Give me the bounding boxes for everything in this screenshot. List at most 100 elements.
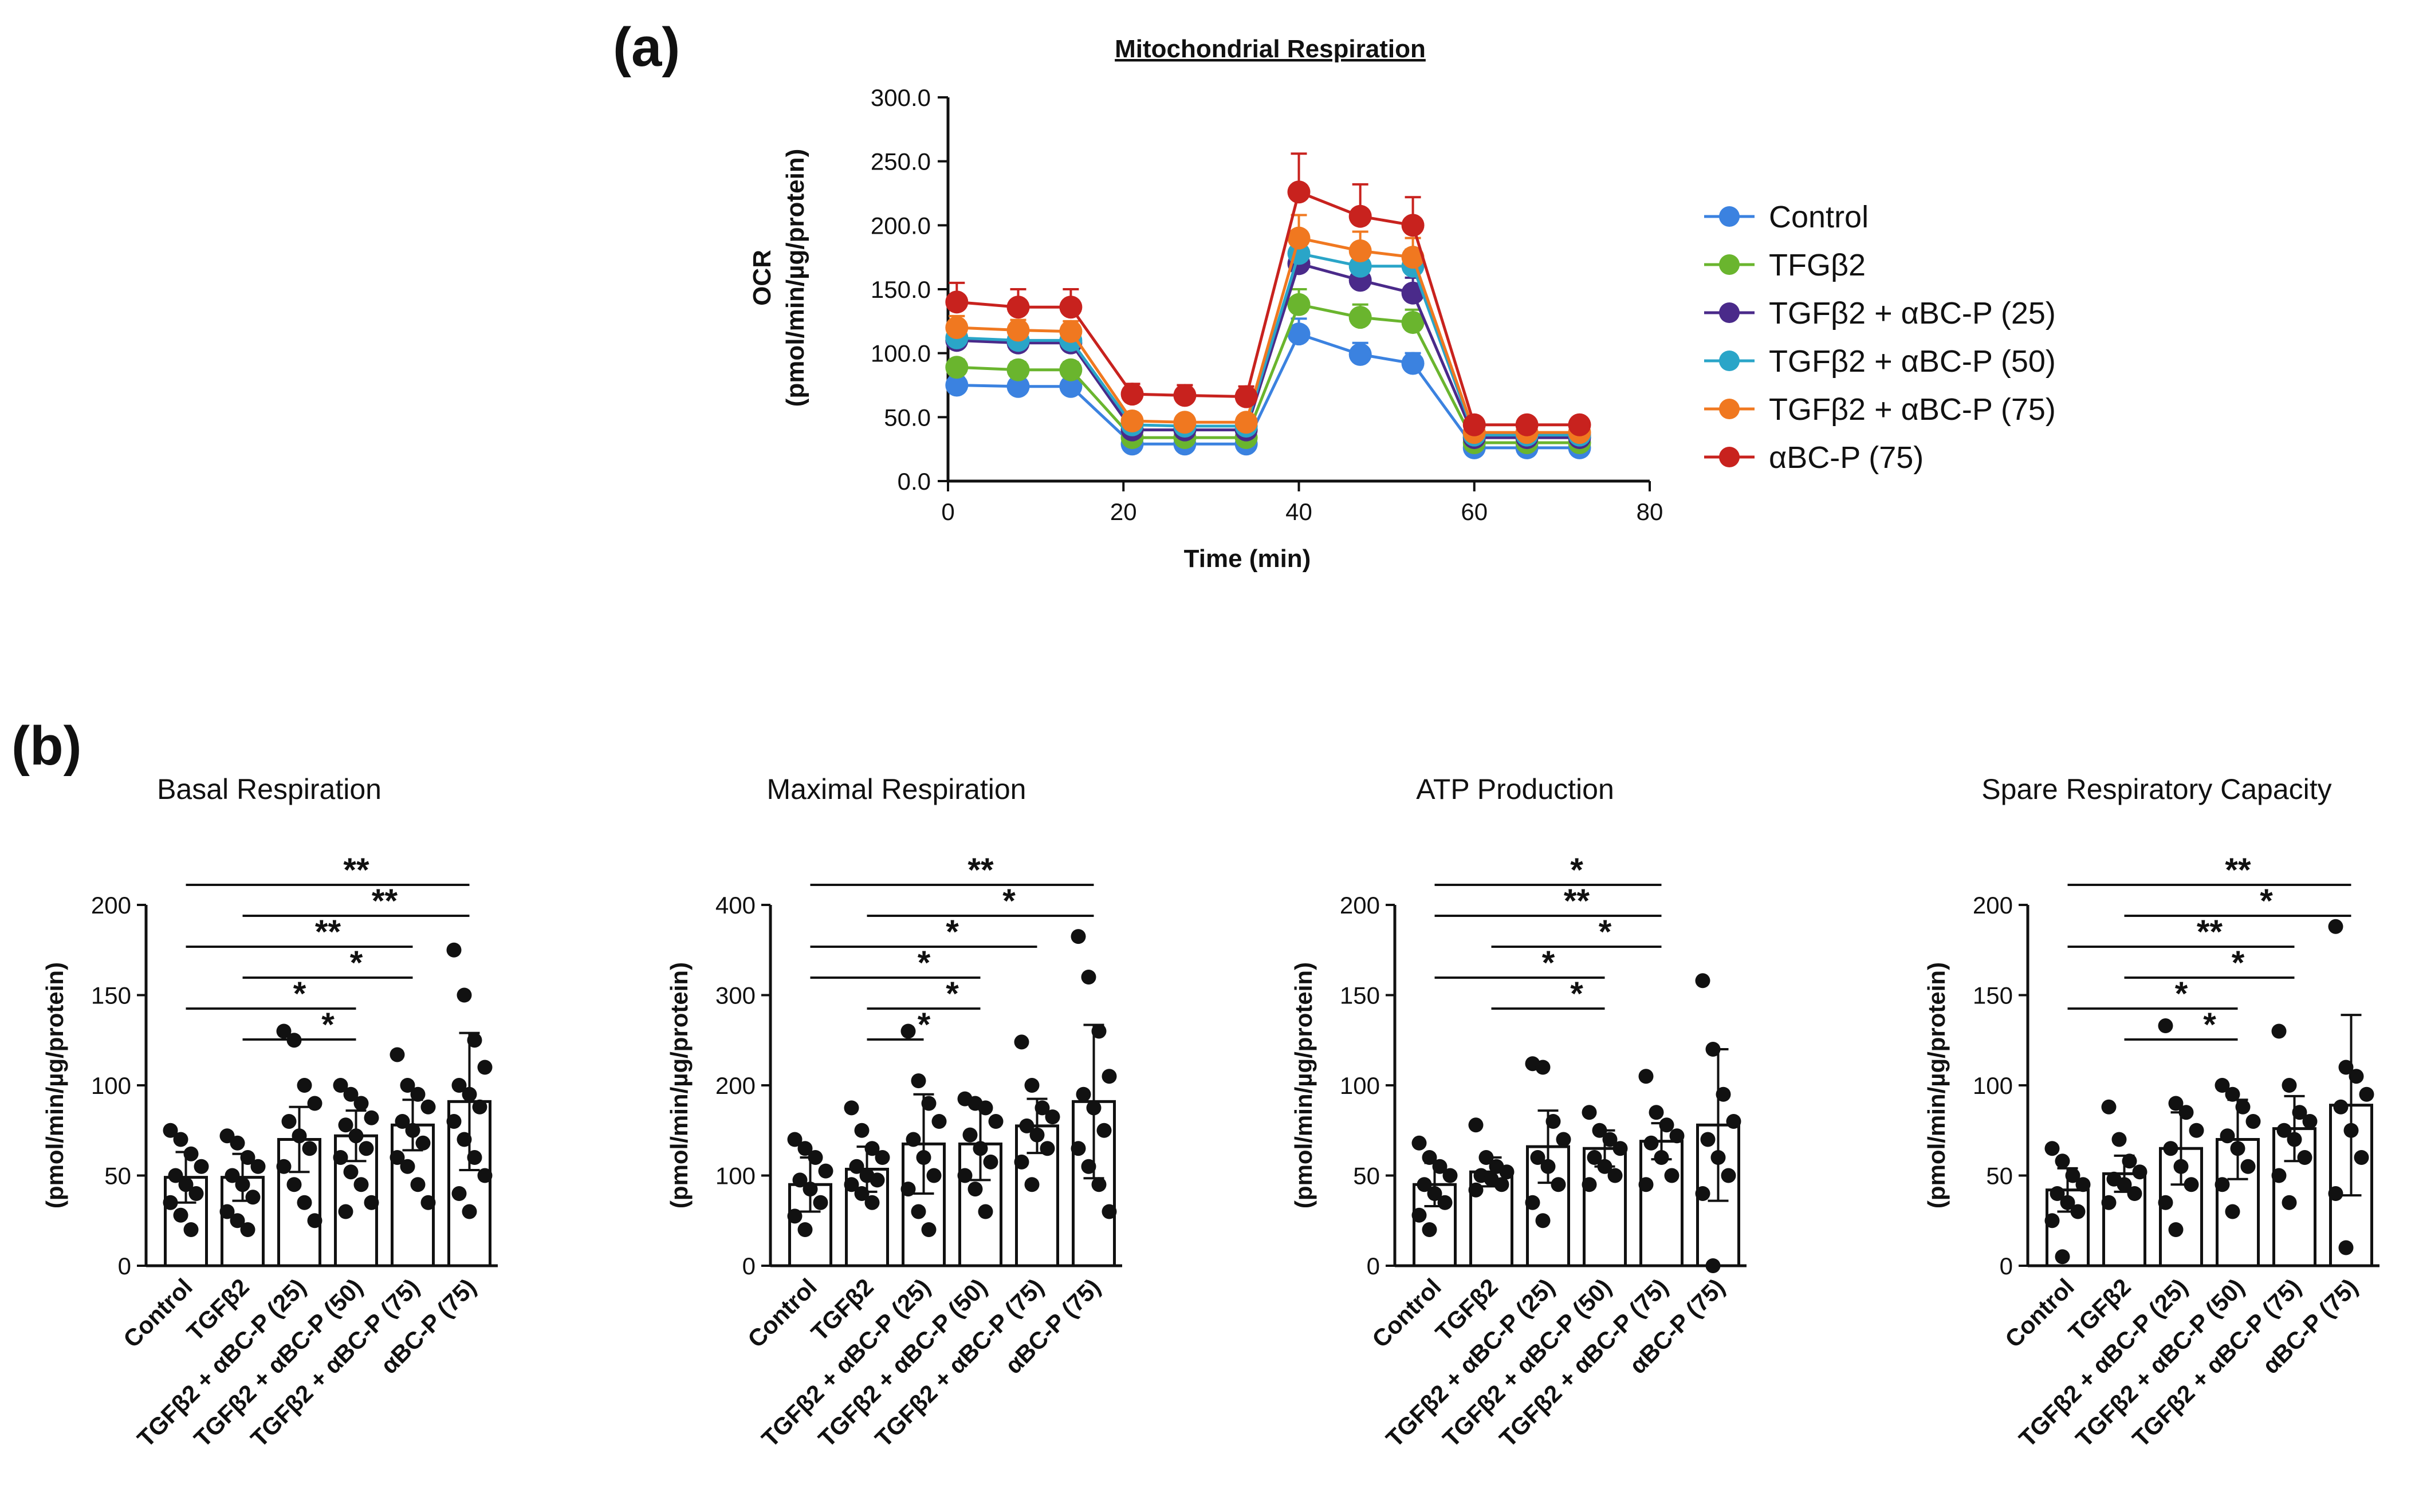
data-point: [472, 1099, 487, 1115]
significance-label: *: [918, 1006, 931, 1044]
significance-bracket: *: [2124, 1006, 2238, 1044]
data-point: [163, 1123, 178, 1138]
significance-label: *: [946, 914, 959, 951]
y-axis-title: (pmol/min/µg/protein): [1290, 962, 1317, 1208]
y-tick-label: 200: [715, 1072, 756, 1099]
data-point: [467, 1033, 482, 1048]
legend-marker: [1719, 351, 1740, 371]
data-point: [2225, 1204, 2240, 1219]
data-point: [2055, 1249, 2070, 1265]
x-axis-title: Time (min): [1184, 545, 1311, 573]
y-tick-label: 200: [1340, 892, 1380, 919]
y-tick-label: 50.0: [884, 404, 931, 431]
data-point: [2338, 1240, 2354, 1255]
data-point: [1592, 1123, 1607, 1138]
data-point: [1705, 1258, 1721, 1273]
data-point: [250, 1159, 266, 1174]
y-axis-title: (pmol/min/µg/protein): [666, 962, 693, 1208]
y-tick-label: 100: [1340, 1072, 1380, 1099]
y-tick-label: 150.0: [871, 276, 931, 303]
significance-label: *: [946, 975, 959, 1013]
data-point: [1071, 1141, 1086, 1156]
data-point: [2292, 1105, 2307, 1120]
bar-group-tgf-2-bc-p-25: [276, 1023, 322, 1267]
data-point: [420, 1195, 436, 1210]
series-line-segment: [1411, 292, 1476, 439]
data-point: [235, 1177, 250, 1192]
data-point: [1411, 1207, 1427, 1223]
data-point: [2354, 1150, 2369, 1165]
bar-group-tgf-2-bc-p-50: [2215, 1078, 2261, 1267]
data-point: [1545, 1114, 1561, 1129]
data-point: [1102, 1204, 1117, 1219]
data-point: [1173, 384, 1197, 407]
data-point: [1556, 1132, 1571, 1147]
data-point: [911, 1073, 926, 1089]
legend-marker: [1719, 399, 1740, 419]
bar-group-tgf-2-bc-p-75: [1638, 1069, 1685, 1267]
data-point: [2328, 919, 2343, 934]
data-point: [2184, 1177, 2199, 1192]
series-line-segment: [1411, 225, 1476, 426]
data-point: [457, 987, 472, 1003]
legend-item-control: Control: [1704, 200, 1869, 234]
data-point: [1006, 296, 1030, 319]
data-point: [364, 1110, 379, 1125]
data-point: [1076, 1086, 1091, 1102]
series-line-segment: [1069, 306, 1134, 395]
data-point: [297, 1078, 312, 1093]
data-point: [2044, 1141, 2060, 1156]
data-point: [2328, 1186, 2343, 1201]
data-point: [1091, 1177, 1107, 1192]
chart-title: Spare Respiratory Capacity: [1981, 773, 2331, 805]
data-point: [1478, 1150, 1494, 1165]
data-point: [1721, 1168, 1736, 1183]
data-point: [1120, 410, 1144, 433]
data-point: [1059, 375, 1083, 398]
data-point: [1096, 1123, 1112, 1138]
data-point: [813, 1195, 828, 1210]
data-point: [2271, 1023, 2287, 1039]
bar-group-tgf-2-bc-p-75: [1014, 1034, 1060, 1267]
data-point: [2055, 1153, 2070, 1169]
bar-group-tgf-2: [1468, 1117, 1515, 1267]
data-point: [163, 1195, 178, 1210]
data-point: [1024, 1078, 1040, 1093]
y-tick-label: 50: [1986, 1163, 2013, 1190]
significance-label: *: [2232, 944, 2245, 982]
data-point: [844, 1177, 859, 1192]
data-point: [415, 1135, 431, 1151]
data-point: [467, 1150, 482, 1165]
bar-group-tgf-2-bc-p-50: [1582, 1105, 1628, 1267]
data-point: [477, 1168, 493, 1183]
data-point: [2127, 1186, 2142, 1201]
data-point: [906, 1132, 921, 1147]
y-tick-label: 50: [1353, 1163, 1380, 1190]
significance-bracket: *: [1434, 852, 1662, 889]
data-point: [1059, 296, 1083, 319]
data-point: [410, 1086, 426, 1102]
data-point: [1091, 1023, 1107, 1039]
data-point: [787, 1132, 803, 1147]
data-point: [405, 1123, 420, 1138]
data-point: [945, 316, 969, 339]
data-point: [353, 1177, 369, 1192]
y-tick-label: 300.0: [871, 84, 931, 111]
y-tick-label: 0: [118, 1253, 131, 1279]
data-point: [1705, 1042, 1721, 1057]
data-point: [1654, 1150, 1669, 1165]
data-point: [864, 1195, 880, 1210]
data-point: [230, 1135, 245, 1151]
data-point: [410, 1177, 426, 1192]
data-point: [348, 1128, 364, 1144]
bar-group-tgf-2: [2101, 1099, 2147, 1267]
data-point: [2359, 1086, 2374, 1102]
bar-group-tgf-2-bc-p-25: [1525, 1056, 1571, 1267]
y-tick-label: 250.0: [871, 148, 931, 175]
data-point: [1401, 311, 1425, 334]
y-tick-label: 200.0: [871, 212, 931, 239]
data-point: [1568, 413, 1591, 436]
data-point: [1287, 180, 1311, 204]
legend-marker: [1719, 206, 1740, 227]
data-point: [240, 1222, 255, 1237]
